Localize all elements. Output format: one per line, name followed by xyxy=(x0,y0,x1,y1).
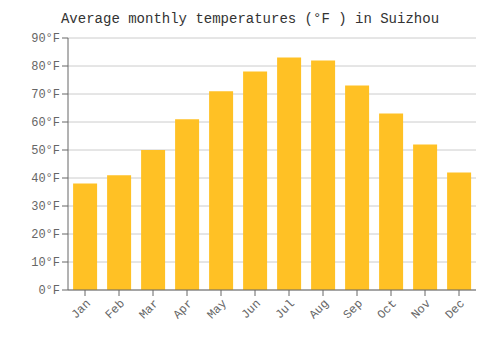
svg-text:70°F: 70°F xyxy=(31,88,60,102)
svg-text:20°F: 20°F xyxy=(31,228,60,242)
svg-text:50°F: 50°F xyxy=(31,144,60,158)
svg-text:Apr: Apr xyxy=(171,297,196,322)
svg-text:Nov: Nov xyxy=(409,297,434,322)
html-text:Average monthly temperatures (: Average monthly temperatures (°F ) in Su… xyxy=(61,11,439,27)
svg-text:Aug: Aug xyxy=(307,297,332,322)
svg-text:10°F: 10°F xyxy=(31,256,60,270)
svg-text:Oct: Oct xyxy=(375,297,400,322)
svg-text:60°F: 60°F xyxy=(31,116,60,130)
svg-text:Mar: Mar xyxy=(137,297,162,322)
svg-text:Jun: Jun xyxy=(239,297,264,322)
svg-text:Feb: Feb xyxy=(103,297,128,322)
svg-text:Sep: Sep xyxy=(341,297,366,322)
svg-text:May: May xyxy=(205,297,230,322)
svg-text:Jul: Jul xyxy=(273,297,298,322)
svg-text:Jan: Jan xyxy=(69,297,94,322)
svg-text:30°F: 30°F xyxy=(31,200,60,214)
svg-text:Dec: Dec xyxy=(443,297,468,322)
svg-text:80°F: 80°F xyxy=(31,60,60,74)
svg-text:0°F: 0°F xyxy=(38,284,60,298)
svg-text:90°F: 90°F xyxy=(31,32,60,46)
svg-text:40°F: 40°F xyxy=(31,172,60,186)
